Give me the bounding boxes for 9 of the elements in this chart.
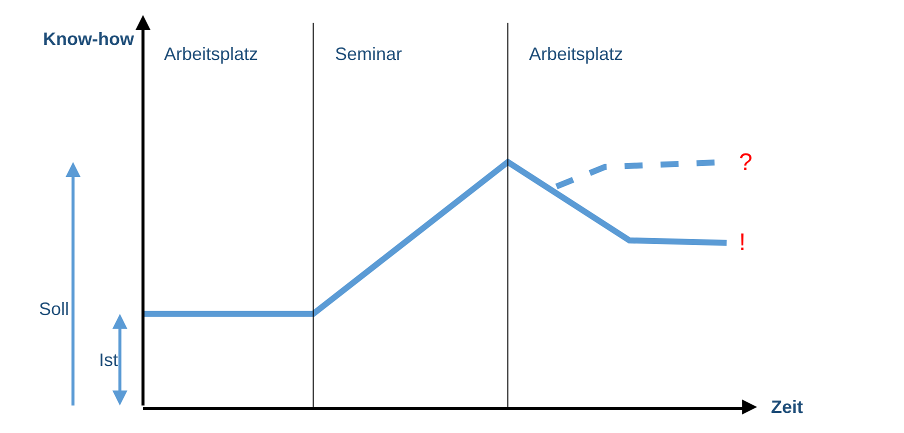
text: Soll (39, 299, 70, 319)
text: Know-how (43, 29, 135, 49)
x-axis-title: Zeit (771, 397, 804, 417)
text: Ist (99, 350, 118, 370)
annotation: ? (739, 149, 752, 176)
text: Arbeitsplatz (529, 44, 624, 64)
text: Arbeitsplatz (164, 44, 258, 64)
text: Seminar (335, 44, 402, 64)
annotation: ! (739, 229, 746, 256)
